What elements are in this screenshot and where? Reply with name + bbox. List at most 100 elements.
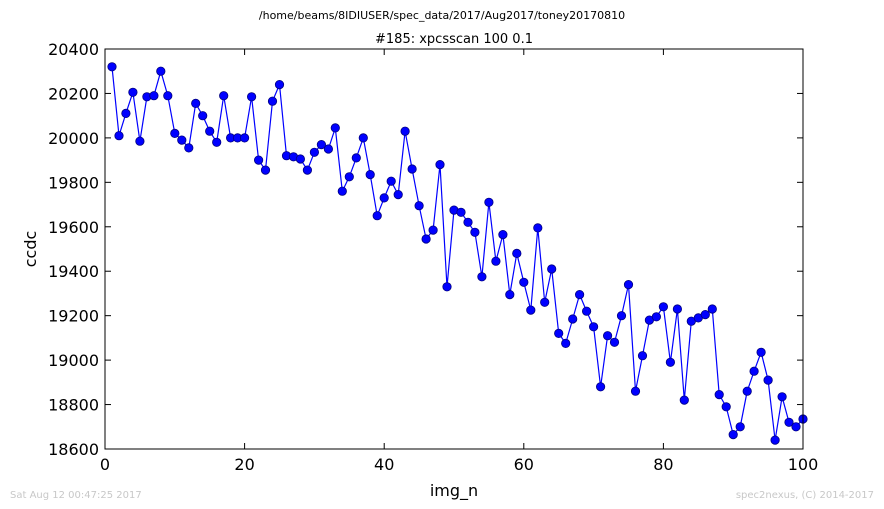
data-point [128,87,138,97]
data-point [421,234,431,244]
data-point [191,98,201,109]
data-point [491,256,501,266]
footer-credit: spec2nexus, (C) 2014-2017 [736,490,874,501]
chart-title: #185: xpcsscan 100 0.1 [375,32,533,47]
data-point [414,201,424,211]
data-point [623,279,634,290]
y-axis-label: ccdc [21,231,40,268]
data-point [665,357,676,367]
data-point [498,230,508,240]
data-point [107,62,117,72]
data-point [240,133,250,143]
data-point [519,277,529,287]
data-point [247,92,257,102]
data-point [358,133,368,143]
data-point [470,227,480,237]
data-point [302,165,312,175]
data-point [428,225,438,235]
data-point [568,314,578,324]
data-point [728,429,738,440]
data-point [609,337,620,347]
data-point [749,366,759,376]
data-point [791,422,801,432]
x-axis-label: img_n [430,481,478,501]
data-point [198,111,208,121]
y-tick-label: 19800 [48,173,99,192]
footer-timestamp: Sat Aug 12 00:47:25 2017 [10,490,142,501]
data-point [602,331,613,341]
data-point [344,172,354,182]
data-point [149,91,159,101]
data-point [574,289,585,300]
data-point [393,190,403,200]
data-point [184,143,194,153]
x-axis: 0 20 40 60 80 100 [100,49,818,474]
data-point [540,297,550,307]
data-point [323,144,333,154]
data-point [400,126,410,136]
data-point [770,435,780,445]
x-tick-label: 20 [234,455,254,474]
data-point [763,375,773,385]
data-point [295,154,305,164]
data-point [637,351,648,361]
data-point [505,289,515,300]
data-point [651,312,662,322]
data-point [274,80,285,90]
data-point [512,248,522,258]
data-point [595,382,606,392]
y-tick-label: 18800 [48,396,99,415]
data-point [386,176,396,186]
series-line [111,66,804,441]
x-tick-label: 100 [788,455,819,474]
data-point [114,131,124,141]
data-point [135,136,145,146]
data-point [372,211,382,221]
x-tick-label: 60 [514,455,534,474]
data-point [777,392,787,402]
data-point [309,147,319,157]
data-point [547,264,557,274]
y-tick-label: 20400 [48,40,99,59]
plot-area [107,62,808,445]
data-point [267,96,278,106]
x-tick-label: 80 [653,455,673,474]
data-point [254,155,264,165]
axes-frame [104,48,804,450]
y-tick-label: 19600 [48,218,99,237]
data-point [170,128,180,138]
data-point [554,328,564,338]
y-tick-label: 20200 [48,84,99,103]
data-point [561,338,571,348]
data-point [735,422,745,432]
data-point [442,282,452,292]
data-point [533,223,543,233]
data-point [330,123,340,133]
data-point [156,66,166,76]
data-point [177,135,187,145]
data-point [700,309,710,320]
y-axis: 18600 18800 19000 19200 19400 19600 19800 20000… [48,40,803,459]
y-tick-label: 20000 [48,129,99,148]
y-tick-label: 19400 [48,262,99,281]
data-point [714,389,724,400]
data-point [784,417,794,427]
data-point [756,347,766,357]
data-point [616,311,627,321]
y-tick-label: 19200 [48,307,99,326]
data-point [407,164,417,174]
suptitle: /home/beams/8IDIUSER/spec_data/2017/Aug2… [259,9,625,22]
data-point [463,217,473,227]
data-point [672,304,683,314]
data-point [707,304,717,314]
data-point [742,386,752,396]
data-point [484,197,494,207]
data-point [205,126,215,136]
data-point [379,193,389,203]
y-tick-label: 18600 [48,440,99,459]
data-point [477,272,487,282]
data-point [212,137,222,147]
data-point [435,160,445,170]
data-point [351,153,361,163]
